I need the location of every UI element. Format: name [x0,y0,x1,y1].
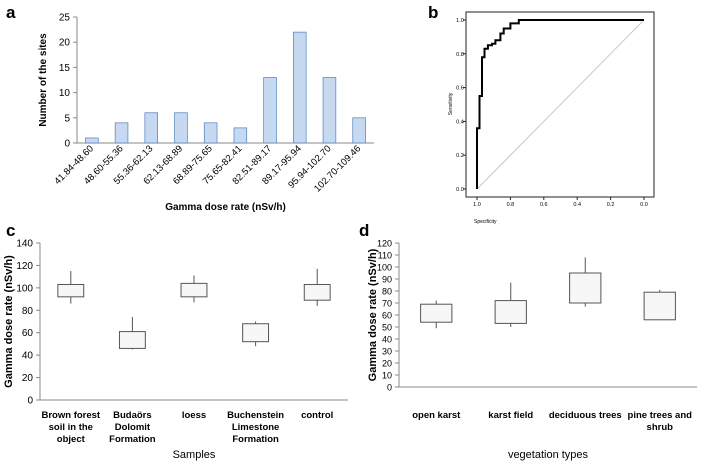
y-tick-label: 0 [387,383,392,393]
x-tick-label: 0.0 [640,202,648,208]
x-category-label: object [57,434,86,445]
box-iqr [420,303,453,323]
y-axis-title: Gamma dose rate (nSv/h) [367,248,379,381]
roc-panel: 0.0 0.2 0.4 0.6 0.8 1.0 1.0 0.8 0.6 0.4 0.2 0.0 Sens… [448,11,655,225]
box-iqr [180,282,208,298]
x-tick-label: 0.2 [607,202,615,208]
y-tick-label: 0.8 [456,52,464,58]
x-axis-title: vegetation types [508,449,589,461]
x-category-label: control [301,410,333,421]
y-tick-label: 5 [64,113,70,124]
y-tick-label: 0.4 [456,119,464,125]
plot-frame [465,11,655,198]
y-tick-label: 20 [22,373,34,384]
y-tick-label: 25 [59,13,71,24]
histogram-bar [144,112,158,144]
histogram-bar [352,117,366,144]
box-iqr [494,300,527,324]
vegetation-boxplot-panel: 0 10 20 30 40 50 60 70 80 90 100 110 120 open karst ka… [367,239,697,461]
y-tick-label: 90 [382,275,392,285]
y-tick-label: 40 [382,335,392,345]
y-tick-label: 50 [382,323,392,333]
x-axis-title: Specificity [474,219,497,225]
x-tick-label: 0.6 [540,202,548,208]
histogram-bar [114,122,129,144]
x-category-label: open karst [412,410,461,421]
y-tick-label: 0.0 [456,187,464,193]
y-tick-label: 100 [16,283,33,294]
x-tick-label: 0.4 [573,202,581,208]
y-tick-label: 1.0 [456,18,464,24]
box-iqr [57,283,85,298]
panel-label-d: d [359,221,369,240]
box-iqr [242,323,270,343]
y-tick-label: 80 [22,306,34,317]
y-axis-title: Sensitivity [448,92,454,115]
y-axis-title: Gamma dose rate (nSv/h) [3,255,15,388]
y-tick-label: 0.2 [456,153,464,159]
y-tick-label: 140 [16,239,33,250]
histogram-bar [293,31,307,144]
y-tick-label: 70 [382,299,392,309]
y-tick-label: 0 [27,396,33,407]
y-tick-label: 60 [22,328,34,339]
x-category-label: deciduous trees [549,410,622,421]
y-axis-title: Number of the sites [38,33,49,127]
x-category-label: Limestone [232,422,280,433]
y-tick-label: 20 [382,359,392,369]
x-category-label: Formation [109,434,156,445]
y-tick-label: 15 [59,63,71,74]
histogram-bar [322,77,337,144]
histogram-bar [174,112,188,144]
histogram-bar [263,77,277,144]
y-tick-label: 30 [382,347,392,357]
y-tick-label: 10 [59,88,71,99]
x-tick-label: 0.8 [507,202,515,208]
histogram-bar [233,127,248,144]
x-category-label: karst field [488,410,533,421]
x-axis-title: Samples [173,449,216,461]
x-category-label: Brown forest [42,410,101,421]
y-tick-label: 0.6 [456,86,464,92]
box-iqr [643,291,676,321]
x-axis-title: Gamma dose rate (nSv/h) [165,202,286,213]
x-category-label: Budaörs [113,410,152,421]
y-tick-label: 100 [377,263,392,273]
x-tick-label: 1.0 [473,202,481,208]
y-tick-label: 120 [16,261,33,272]
panel-label-a: a [6,3,16,22]
x-category-label: Formation [232,434,279,445]
y-tick-label: 120 [377,239,392,249]
x-category-label: loess [182,410,206,421]
histogram-panel: 051015202541.84-48.6048.60-55.3655.36-62… [38,13,374,213]
x-category-label: pine trees and [628,410,693,421]
histogram-bar [203,122,218,144]
roc-curve-line [476,19,644,189]
x-category-label: Buchenstein [227,410,284,421]
x-category-label: soil in the [49,422,93,433]
y-tick-label: 40 [22,351,34,362]
panel-label-c: c [6,221,15,240]
histogram-bar [85,137,99,144]
x-category-label: shrub [647,422,674,433]
y-tick-label: 80 [382,287,392,297]
y-tick-label: 20 [59,38,71,49]
panel-label-b: b [428,3,438,22]
box-iqr [303,283,331,301]
x-category-label: Dolomit [115,422,151,433]
y-tick-label: 60 [382,311,392,321]
box-iqr [118,331,146,349]
y-tick-label: 10 [382,371,392,381]
y-tick-label: 0 [64,139,70,150]
y-tick-label: 110 [378,251,392,261]
reference-diagonal-line [476,19,645,190]
box-iqr [569,272,602,304]
